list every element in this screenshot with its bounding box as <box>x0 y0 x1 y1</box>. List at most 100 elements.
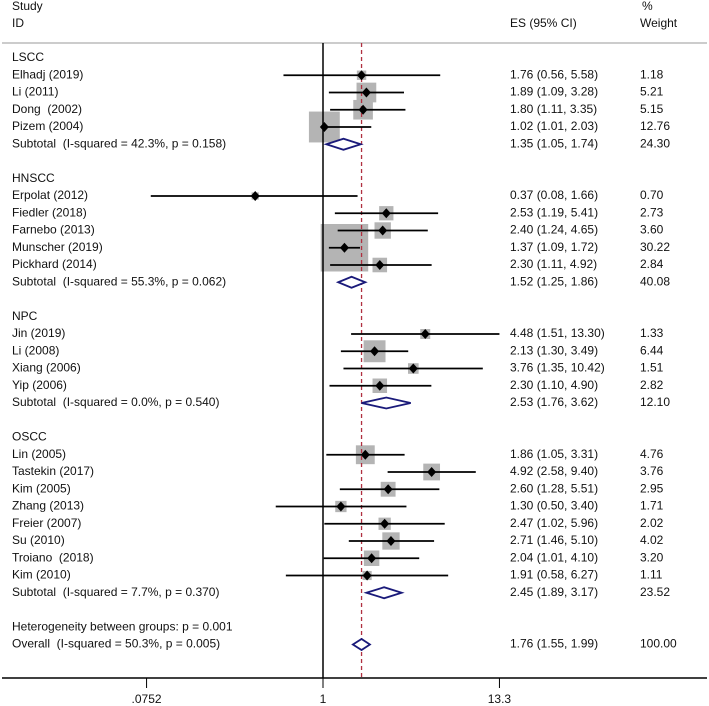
subtotal-weight: 40.08 <box>640 274 670 288</box>
study-label: Troiano (2018) <box>12 550 94 564</box>
header-weight: Weight <box>640 16 678 30</box>
point-estimate-marker <box>250 191 260 201</box>
subtotal-weight: 24.30 <box>640 136 670 150</box>
study-es-ci: 2.60 (1.28, 5.51) <box>510 481 598 495</box>
study-label: Xiang (2006) <box>12 361 81 375</box>
study-es-ci: 1.37 (1.09, 1.72) <box>510 240 598 254</box>
study-weight: 3.60 <box>640 223 664 237</box>
x-tick-label: .0752 <box>132 692 162 706</box>
subtotal-diamond <box>323 137 364 151</box>
study-weight: 3.76 <box>640 464 664 478</box>
study-label: Tastekin (2017) <box>12 464 94 478</box>
study-es-ci: 1.76 (0.56, 5.58) <box>510 67 598 81</box>
study-label: Li (2011) <box>12 85 58 99</box>
point-estimate-marker <box>386 536 396 546</box>
subtotal-diamond <box>361 396 411 410</box>
subtotal-es-ci: 1.52 (1.25, 1.86) <box>510 274 598 288</box>
header-study: Study <box>12 0 43 13</box>
study-weight: 3.20 <box>640 550 664 564</box>
subtotal-label: Subtotal (I-squared = 55.3%, p = 0.062) <box>12 274 226 288</box>
group-label: LSCC <box>12 50 44 64</box>
study-weight: 1.33 <box>640 326 664 340</box>
point-estimate-marker <box>383 484 393 495</box>
study-weight: 2.02 <box>640 516 664 530</box>
study-weight: 12.76 <box>640 119 670 133</box>
study-es-ci: 3.76 (1.35, 10.42) <box>510 361 605 375</box>
study-weight: 4.76 <box>640 447 664 461</box>
study-weight: 4.02 <box>640 533 664 547</box>
study-es-ci: 1.80 (1.11, 3.35) <box>510 102 597 116</box>
point-estimate-marker <box>339 242 349 253</box>
study-label: Dong (2002) <box>12 102 82 116</box>
header-id: ID <box>12 16 24 30</box>
subtotal-weight: 23.52 <box>640 585 670 599</box>
subtotal-diamond <box>335 275 368 289</box>
point-estimate-marker <box>378 225 388 236</box>
group-label: HNSCC <box>12 171 55 185</box>
study-weight: 1.51 <box>640 361 664 375</box>
study-label: Yip (2006) <box>12 378 67 392</box>
study-es-ci: 1.30 (0.50, 3.40) <box>510 499 598 513</box>
point-estimate-marker <box>361 87 371 98</box>
study-es-ci: 4.48 (1.51, 13.30) <box>510 326 605 340</box>
study-weight: 2.73 <box>640 205 664 219</box>
point-estimate-marker <box>360 449 370 460</box>
study-es-ci: 2.47 (1.02, 5.96) <box>510 516 598 530</box>
subtotal-es-ci: 2.45 (1.89, 3.17) <box>510 585 598 599</box>
study-label: Pizem (2004) <box>12 119 83 133</box>
study-label: Lin (2005) <box>12 447 66 461</box>
study-label: Li (2008) <box>12 343 59 357</box>
study-es-ci: 1.91 (0.58, 6.27) <box>510 568 598 582</box>
x-tick-label: 1 <box>320 692 327 706</box>
study-es-ci: 2.71 (1.46, 5.10) <box>510 533 598 547</box>
group-label: OSCC <box>12 430 47 444</box>
study-label: Freier (2007) <box>12 516 81 530</box>
study-label: Zhang (2013) <box>12 499 84 513</box>
x-axis: .0752 1 13.3 <box>2 677 707 706</box>
study-es-ci: 1.89 (1.09, 3.28) <box>510 85 598 99</box>
study-es-ci: 0.37 (0.08, 1.66) <box>510 188 598 202</box>
point-estimate-marker <box>427 467 437 477</box>
study-weight: 5.15 <box>640 102 664 116</box>
subtotal-weight: 12.10 <box>640 395 670 409</box>
study-label: Su (2010) <box>12 533 65 547</box>
study-weight: 2.95 <box>640 481 664 495</box>
point-estimate-marker <box>336 501 346 512</box>
study-label: Kim (2010) <box>12 568 71 582</box>
overall-es-ci: 1.76 (1.55, 1.99) <box>510 637 598 651</box>
study-label: Fiedler (2018) <box>12 205 87 219</box>
study-label: Kim (2005) <box>12 481 71 495</box>
x-tick-label: 13.3 <box>488 692 512 706</box>
subtotal-es-ci: 2.53 (1.76, 3.62) <box>510 395 598 409</box>
study-es-ci: 2.04 (1.01, 4.10) <box>510 550 598 564</box>
study-weight: 1.71 <box>640 499 664 513</box>
study-es-ci: 2.13 (1.30, 3.49) <box>510 343 598 357</box>
point-estimate-marker <box>375 380 385 391</box>
point-estimate-marker <box>358 104 368 115</box>
study-label: Pickhard (2014) <box>12 257 97 271</box>
overall-weight: 100.00 <box>640 637 677 651</box>
point-estimate-marker <box>362 570 372 581</box>
study-es-ci: 2.53 (1.19, 5.41) <box>510 205 598 219</box>
point-estimate-marker <box>367 553 377 564</box>
subtotal-diamond <box>363 586 405 600</box>
header-es: ES (95% CI) <box>510 16 577 30</box>
point-estimate-marker <box>408 363 418 374</box>
study-weight: 5.21 <box>640 85 664 99</box>
subtotal-label: Subtotal (I-squared = 42.3%, p = 0.158) <box>12 136 226 150</box>
study-label: Munscher (2019) <box>12 240 103 254</box>
study-es-ci: 2.40 (1.24, 4.65) <box>510 223 598 237</box>
point-estimate-marker <box>370 346 380 357</box>
study-weight: 0.70 <box>640 188 664 202</box>
study-es-ci: 4.92 (2.58, 9.40) <box>510 464 598 478</box>
point-estimate-marker <box>319 122 329 132</box>
point-estimate-marker <box>380 518 390 529</box>
study-label: Erpolat (2012) <box>12 188 88 202</box>
subtotal-es-ci: 1.35 (1.05, 1.74) <box>510 136 598 150</box>
point-estimate-marker <box>375 260 385 270</box>
overall-diamond <box>351 637 372 652</box>
point-estimate-marker <box>420 329 430 339</box>
study-es-ci: 2.30 (1.11, 4.92) <box>510 257 597 271</box>
study-es-ci: 1.02 (1.01, 2.03) <box>510 119 598 133</box>
